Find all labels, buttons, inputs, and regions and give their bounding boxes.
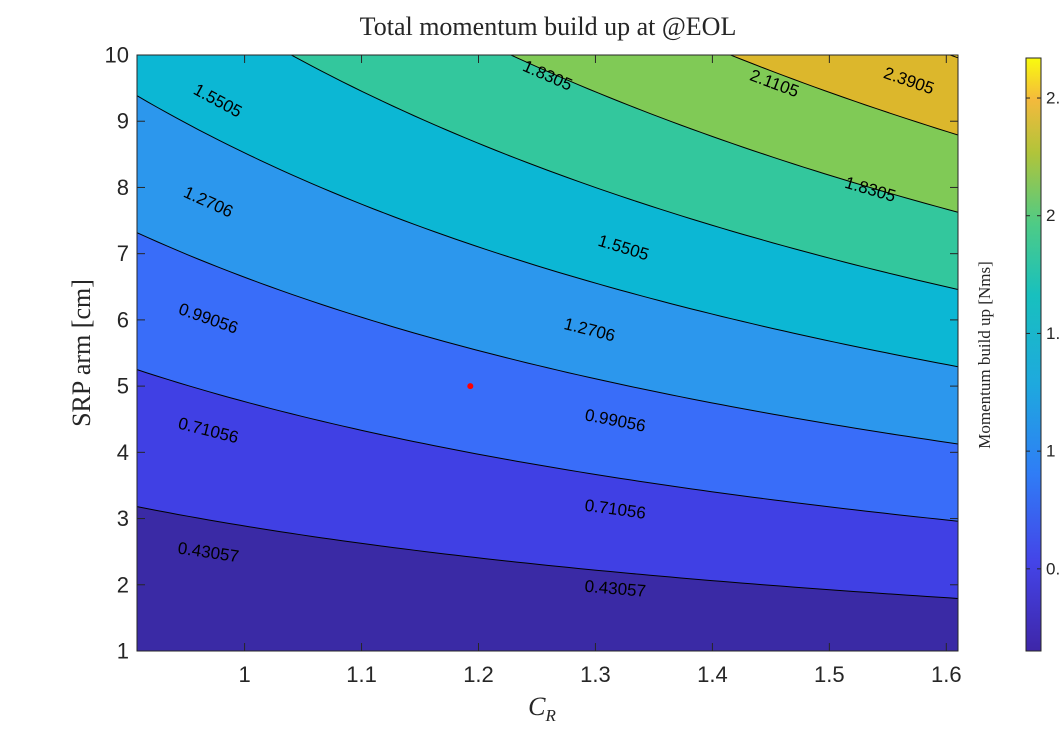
colorbar-label: Momentum build up [Nms] [975,261,994,448]
y-tick-label: 7 [117,241,129,266]
colorbar-gradient [1025,57,1042,652]
x-tick-label: 1.6 [931,662,962,687]
y-tick-label: 3 [117,506,129,531]
y-tick-label: 8 [117,175,129,200]
y-tick-label: 10 [105,43,129,68]
x-tick-label: 1.1 [346,662,377,687]
x-axis-label-subscript: R [544,706,556,725]
x-tick-label: 1.5 [814,662,845,687]
colorbar-tick-label: 1.5 [1046,324,1059,343]
colorbar-tick-label: 2 [1046,206,1055,225]
y-tick-label: 9 [117,109,129,134]
plot-frame [136,54,959,652]
y-tick-label: 5 [117,374,129,399]
plot-area: 0.430570.430570.710560.710560.990560.990… [136,54,959,652]
contour-line [290,55,958,290]
y-tick-label: 4 [117,440,129,465]
y-tick-label: 2 [117,572,129,597]
red-marker-point [467,383,474,390]
colorbar: 0.5 1 1.5 2 2.5 [1025,57,1059,652]
contour-line [137,506,958,599]
colorbar-tick-label: 1 [1046,442,1055,461]
contour-line [509,55,958,213]
colorbar-tick-label: 0.5 [1046,559,1059,578]
x-tick-label: 1.2 [463,662,494,687]
contour-fill-band [950,55,958,58]
y-tick-label: 1 [117,639,129,664]
chart-title: Total momentum build up at @EOL [360,12,737,41]
contour-line [137,95,958,368]
contour-line [137,232,958,445]
contour-line [729,55,958,136]
x-tick-label: 1.3 [580,662,611,687]
x-tick-label: 1 [238,662,250,687]
colorbar-tick-label: 2.5 [1046,89,1059,108]
x-axis: 1 1.1 1.2 1.3 1.4 1.5 1.6 [238,55,962,687]
y-axis: 1 2 3 4 5 6 7 8 9 10 [105,43,958,664]
contour-fill-band [730,55,958,135]
y-tick-label: 6 [117,307,129,332]
y-axis-label: SRP arm [cm] [67,279,96,427]
x-axis-label: CR [528,692,556,725]
x-tick-label: 1.4 [697,662,728,687]
contour-line [137,369,958,522]
